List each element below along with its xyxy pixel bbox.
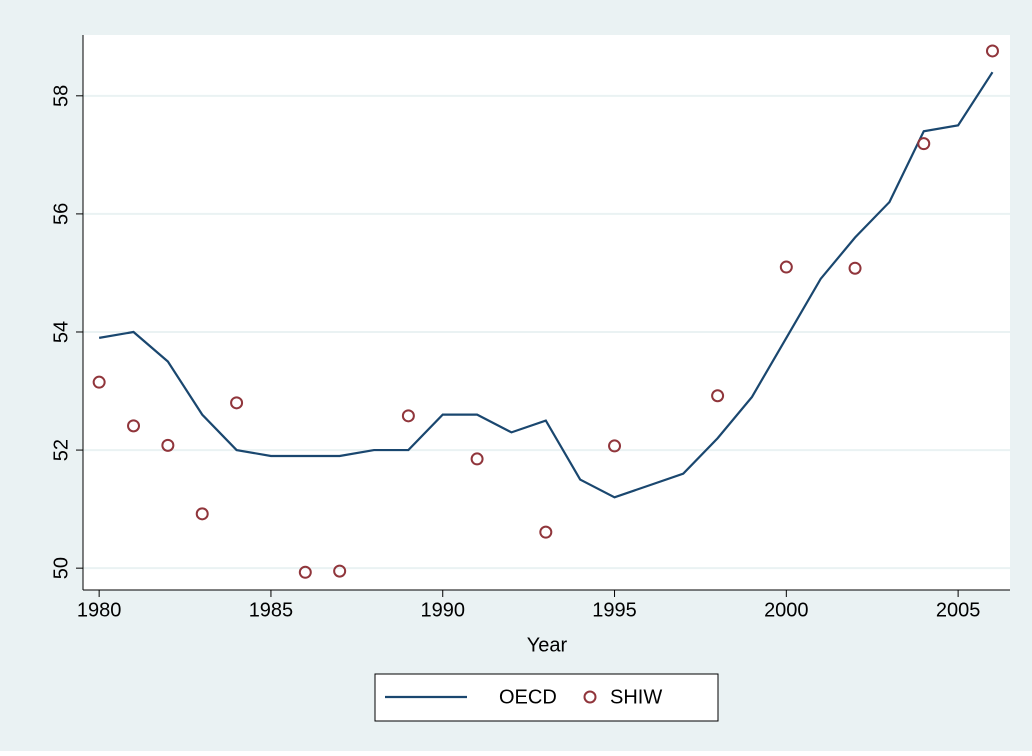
y-tick-label: 54 [50, 321, 72, 343]
data-line [98, 71, 994, 499]
legend-marker [583, 690, 597, 704]
data-point [127, 419, 141, 433]
data-point [161, 438, 175, 452]
data-point [92, 375, 106, 389]
data-point [298, 565, 312, 579]
y-tick-label: 58 [50, 85, 72, 107]
x-tick-label: 1995 [592, 599, 637, 621]
data-point [985, 44, 999, 58]
data-point [779, 260, 793, 274]
x-axis-title: Year [527, 634, 568, 656]
plot-area [83, 35, 1010, 590]
x-tick-label: 2005 [936, 599, 981, 621]
x-tick-label: 1980 [77, 599, 122, 621]
x-tick-label: 1985 [249, 599, 294, 621]
data-point [711, 389, 725, 403]
data-point [470, 452, 484, 466]
data-point [539, 525, 553, 539]
x-tick-label: 1990 [420, 599, 465, 621]
data-point [195, 507, 209, 521]
data-point [848, 261, 862, 275]
legend-label: SHIW [610, 686, 662, 708]
y-tick-label: 56 [50, 203, 72, 225]
x-tick-label: 2000 [764, 599, 809, 621]
data-point [333, 564, 347, 578]
y-tick-label: 50 [50, 557, 72, 579]
data-point [917, 137, 931, 151]
y-tick-label: 52 [50, 439, 72, 461]
data-point [608, 439, 622, 453]
legend-label: OECD [499, 686, 557, 708]
data-point [230, 396, 244, 410]
data-point [401, 409, 415, 423]
